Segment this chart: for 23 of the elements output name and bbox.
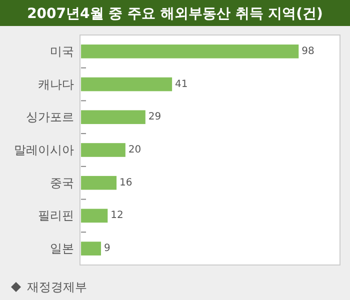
bar [81, 110, 146, 124]
y-tick-label: 필리핀 [38, 208, 74, 223]
data-label: 29 [148, 112, 162, 123]
y-tick-label: 미국 [50, 44, 74, 58]
data-label: 12 [110, 210, 124, 222]
y-tick-label: 일본 [50, 242, 74, 256]
y-tick-label: 캐나다 [38, 77, 74, 92]
bar [81, 143, 126, 157]
data-label: 41 [175, 78, 188, 90]
bar [81, 242, 101, 256]
y-tick-label: 싱가포르 [26, 110, 74, 124]
y-tick-label: 말레이시아 [14, 143, 74, 157]
bar [81, 208, 108, 223]
bar [81, 176, 117, 190]
chart-title: 2007년4월 중 주요 해외부동산 취득 지역(건) [27, 6, 323, 22]
data-label: 16 [120, 177, 132, 188]
text: 재정경제부 [27, 280, 87, 294]
data-label: 20 [128, 144, 142, 156]
data-label: 9 [104, 243, 110, 254]
bar [81, 44, 299, 58]
bar [81, 77, 172, 92]
y-tick-label: 중국 [50, 176, 74, 190]
data-label: 98 [302, 46, 314, 57]
